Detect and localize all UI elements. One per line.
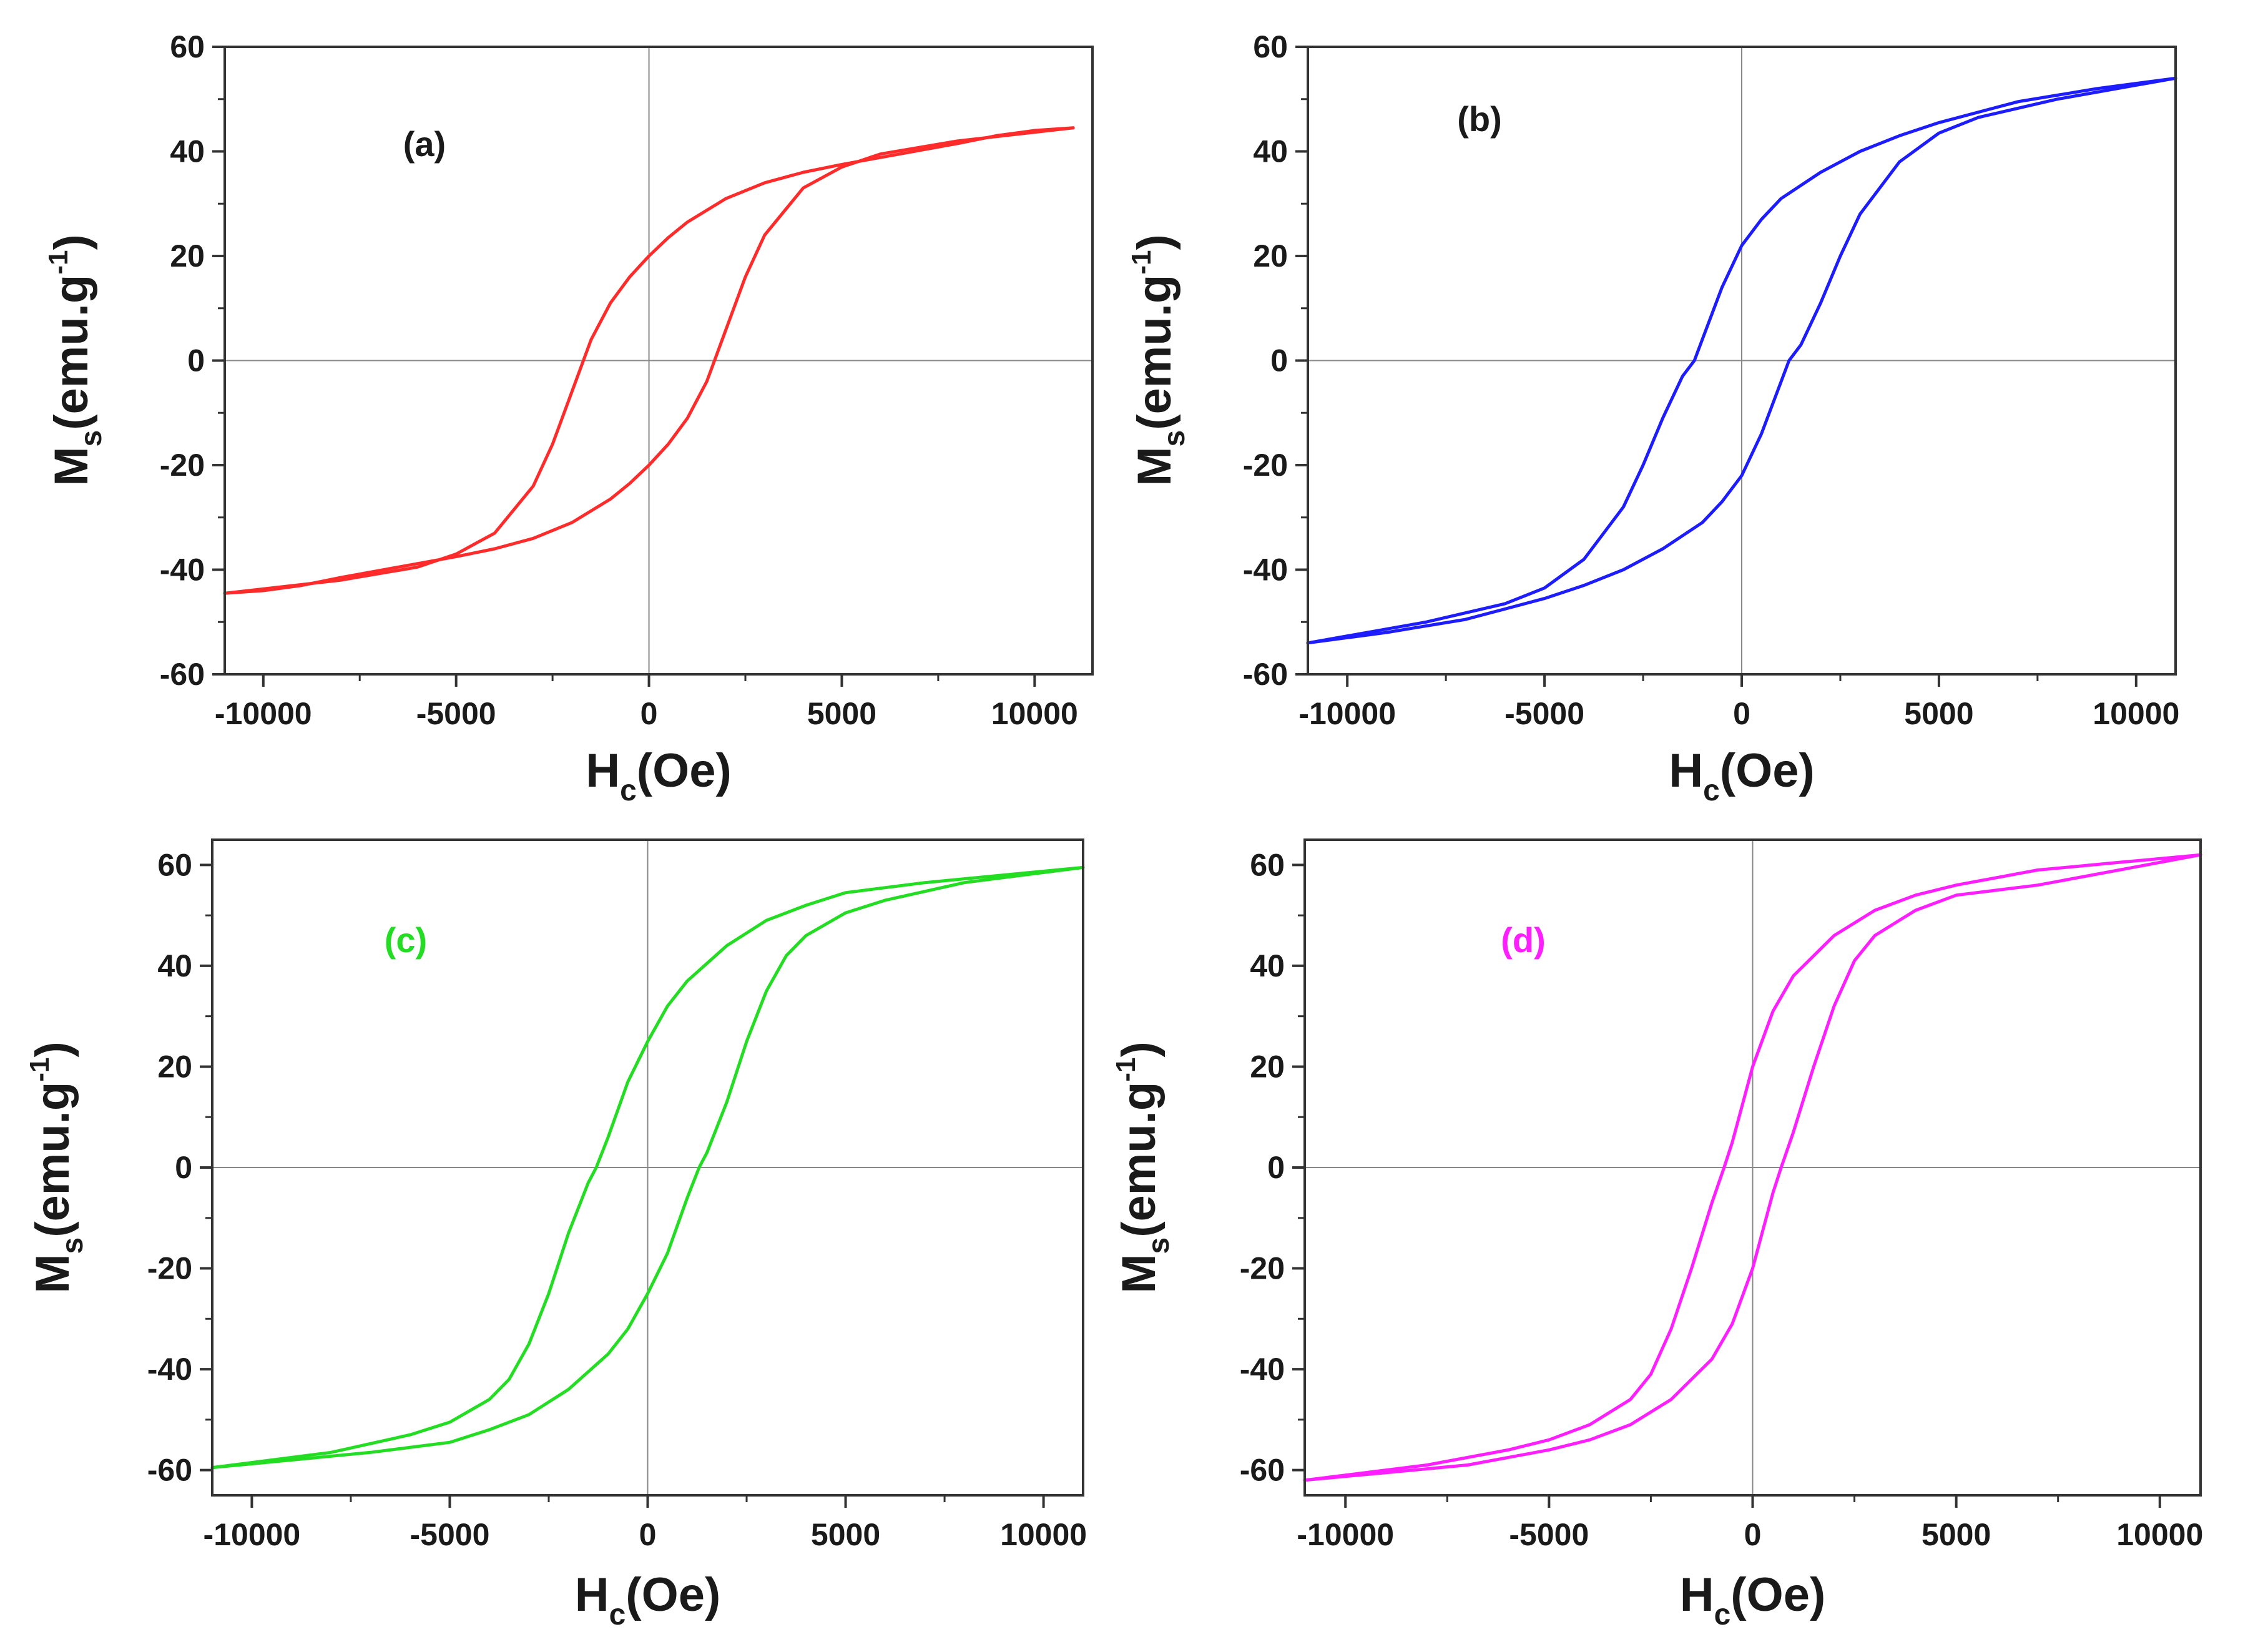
x-tick-label: -10000	[215, 696, 312, 731]
x-tick-label: -10000	[1298, 696, 1396, 731]
x-axis-title: Hc(Oe)	[586, 744, 732, 807]
series-line-descending	[223, 126, 1075, 595]
x-tick-label: -5000	[410, 1517, 490, 1552]
series-line-ascending	[1303, 853, 2202, 1482]
y-tick-label: 0	[175, 1150, 192, 1185]
chart-panel-d: -10000 -5000 0 5000 10000 -60 -40 -20 0 20 40 60 Hc(…	[1111, 838, 2203, 1631]
y-tick-label: 60	[1253, 29, 1288, 64]
y-tick-label: 0	[187, 343, 205, 378]
y-tick-label: 40	[1250, 948, 1285, 983]
series-line-descending	[1303, 853, 2202, 1482]
y-tick-label: -60	[1240, 1453, 1285, 1488]
x-axis-title: Hc(Oe)	[1680, 1568, 1826, 1631]
y-tick-label: -40	[160, 553, 205, 588]
panel-label: (b)	[1457, 99, 1502, 139]
series-line-descending	[1306, 76, 2177, 645]
series-line-ascending	[1306, 76, 2177, 645]
panel-label: (d)	[1501, 920, 1546, 960]
y-tick-label: 40	[170, 134, 205, 169]
y-tick-label: 60	[1250, 847, 1285, 882]
y-tick-label: -20	[1243, 448, 1288, 483]
x-axis-title: Hc(Oe)	[1669, 744, 1815, 807]
y-tick-label: -20	[147, 1251, 192, 1286]
x-tick-label: -5000	[1509, 1517, 1589, 1552]
x-tick-label: 0	[1744, 1517, 1762, 1552]
x-tick-label: 5000	[1904, 696, 1973, 731]
x-tick-label: 10000	[991, 696, 1078, 731]
x-tick-label: 0	[639, 1517, 657, 1552]
chart-panel-b: -10000 -5000 0 5000 10000 -60 -40 -20 0 20 40 60 Hc(…	[1126, 29, 2179, 807]
x-tick-label: 5000	[807, 696, 876, 731]
y-axis-title: Ms(emu.g-1)	[24, 1041, 89, 1294]
y-axis-title: Ms(emu.g-1)	[1126, 234, 1191, 486]
x-axis-title: Hc(Oe)	[575, 1568, 721, 1631]
panel-label: (a)	[403, 124, 446, 164]
y-tick-label: 20	[1250, 1049, 1285, 1084]
panel-label: (c)	[385, 920, 427, 960]
x-tick-label: -10000	[1297, 1517, 1394, 1552]
y-tick-label: -40	[1240, 1352, 1285, 1387]
y-tick-label: -40	[147, 1352, 192, 1387]
x-tick-label: 10000	[2116, 1517, 2203, 1552]
y-tick-label: -40	[1243, 553, 1288, 588]
y-tick-label: 20	[170, 238, 205, 273]
y-tick-label: 60	[157, 847, 192, 882]
y-tick-label: 0	[1270, 343, 1288, 378]
y-tick-label: -20	[1240, 1251, 1285, 1286]
y-tick-label: -60	[147, 1453, 192, 1488]
y-tick-label: 20	[157, 1049, 192, 1084]
y-tick-label: 40	[1253, 134, 1288, 169]
y-tick-label: -60	[1243, 657, 1288, 692]
x-tick-label: 10000	[1000, 1517, 1087, 1552]
y-tick-label: -20	[160, 448, 205, 483]
x-tick-label: 0	[1733, 696, 1750, 731]
y-axis-title: Ms(emu.g-1)	[43, 234, 108, 486]
x-tick-label: 5000	[1922, 1517, 1991, 1552]
y-tick-label: 20	[1253, 238, 1288, 273]
series-line-ascending	[223, 126, 1075, 595]
x-tick-label: -5000	[416, 696, 496, 731]
y-tick-label: 40	[157, 948, 192, 983]
y-tick-label: 60	[170, 29, 205, 64]
x-tick-label: -10000	[204, 1517, 301, 1552]
x-tick-label: -5000	[1504, 696, 1584, 731]
chart-panel-c: -10000 -5000 0 5000 10000 -60 -40 -20 0 20 40 60 Hc(…	[24, 838, 1087, 1631]
y-tick-label: -60	[160, 657, 205, 692]
x-tick-label: 5000	[811, 1517, 880, 1552]
series-line-descending	[210, 865, 1085, 1470]
y-tick-label: 0	[1267, 1150, 1285, 1185]
chart-panel-a: -10000 -5000 0 5000 10000 -60 -40 -20 0 20 40 60 Hc(…	[43, 29, 1094, 807]
y-axis-title: Ms(emu.g-1)	[1111, 1041, 1176, 1294]
series-line-ascending	[210, 865, 1085, 1470]
x-tick-label: 0	[641, 696, 658, 731]
x-tick-label: 10000	[2093, 696, 2179, 731]
